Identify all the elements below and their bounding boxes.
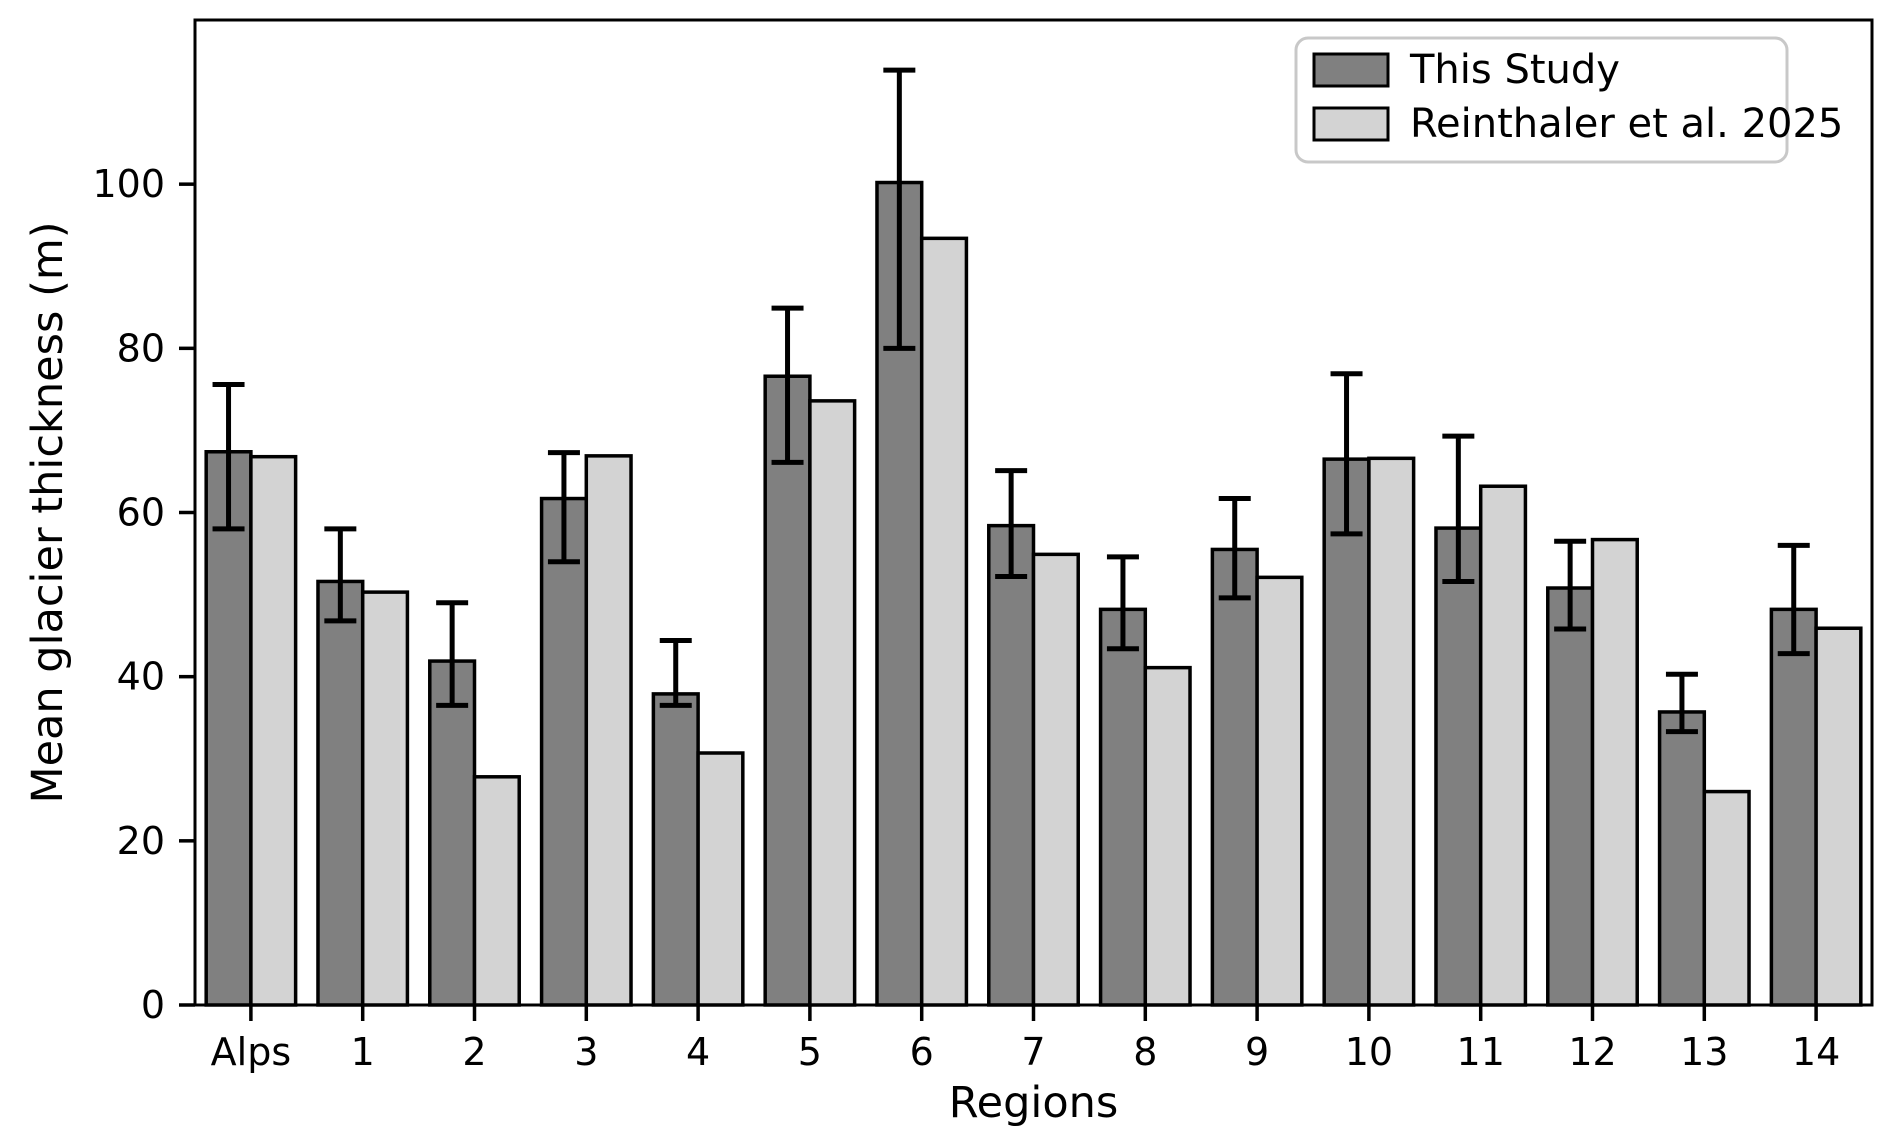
bar-reinthaler-5 xyxy=(808,399,857,1007)
y-tick-label-0: 0 xyxy=(141,983,165,1027)
error-bar-9 xyxy=(1218,496,1251,601)
bar-reinthaler-12 xyxy=(1590,537,1639,1007)
legend-swatch-this-study xyxy=(1312,52,1390,88)
bar-this-study-13 xyxy=(1657,710,1707,1007)
legend-label-this-study: This Study xyxy=(1409,47,1620,93)
bar-this-study-11 xyxy=(1434,526,1483,1007)
legend-label-reinthaler: Reinthaler et al. 2025 xyxy=(1410,101,1843,147)
bar-reinthaler-1 xyxy=(360,590,410,1007)
bar-this-study-14 xyxy=(1769,607,1818,1007)
bar-reinthaler-Alps xyxy=(249,454,298,1007)
bar-this-study-10 xyxy=(1322,457,1371,1007)
bar-reinthaler-8 xyxy=(1143,665,1192,1007)
legend: This Study Reinthaler et al. 2025 xyxy=(1294,36,1843,164)
error-bar-1 xyxy=(324,526,357,624)
error-bar-2 xyxy=(436,600,469,708)
x-tick-label-9: 9 xyxy=(1245,1030,1269,1074)
error-bar-4 xyxy=(659,638,692,708)
error-bar-6 xyxy=(883,67,916,351)
bar-reinthaler-14 xyxy=(1814,626,1863,1007)
x-tick-label-Alps: Alps xyxy=(211,1030,291,1074)
y-tick-label-60: 60 xyxy=(117,491,165,535)
y-tick-label-80: 80 xyxy=(117,326,165,370)
bar-reinthaler-9 xyxy=(1255,575,1304,1007)
x-tick-label-13: 13 xyxy=(1680,1030,1728,1074)
error-bar-8 xyxy=(1106,554,1139,652)
bar-this-study-2 xyxy=(428,659,477,1007)
x-tick-label-7: 7 xyxy=(1021,1030,1045,1074)
bar-this-study-12 xyxy=(1546,586,1595,1007)
x-axis-label: Regions xyxy=(949,1078,1119,1128)
error-bar-12 xyxy=(1554,538,1587,632)
bar-this-study-4 xyxy=(651,692,700,1007)
x-tick-label-1: 1 xyxy=(351,1030,375,1074)
x-tick-label-8: 8 xyxy=(1133,1030,1157,1074)
bar-reinthaler-4 xyxy=(696,751,745,1007)
bar-this-study-1 xyxy=(316,579,365,1007)
error-bar-3 xyxy=(547,450,580,565)
bar-this-study-Alps xyxy=(204,450,253,1007)
x-tick-label-12: 12 xyxy=(1568,1030,1616,1074)
x-tick-label-10: 10 xyxy=(1345,1030,1393,1074)
y-axis-label: Mean glacier thickness (m) xyxy=(23,221,73,803)
error-bar-14 xyxy=(1777,542,1810,657)
error-bar-11 xyxy=(1442,433,1475,584)
bar-reinthaler-3 xyxy=(584,454,633,1007)
x-tick-label-6: 6 xyxy=(910,1030,934,1074)
legend-box xyxy=(1294,36,1789,164)
bar-reinthaler-6 xyxy=(919,236,969,1007)
bar-this-study-3 xyxy=(539,496,589,1007)
y-tick-label-20: 20 xyxy=(117,819,165,863)
bar-this-study-8 xyxy=(1098,607,1148,1007)
y-tick-label-100: 100 xyxy=(92,162,165,206)
x-tick-label-3: 3 xyxy=(574,1030,598,1074)
bar-this-study-7 xyxy=(987,523,1036,1007)
error-bar-5 xyxy=(771,305,804,465)
bar-reinthaler-10 xyxy=(1367,456,1416,1007)
bar-this-study-5 xyxy=(763,374,812,1007)
x-tick-label-5: 5 xyxy=(798,1030,822,1074)
error-bar-10 xyxy=(1330,371,1363,537)
x-tick-label-4: 4 xyxy=(686,1030,710,1074)
x-tick-label-2: 2 xyxy=(462,1030,486,1074)
x-tick-label-11: 11 xyxy=(1457,1030,1505,1074)
bar-reinthaler-7 xyxy=(1031,552,1080,1007)
error-bar-Alps xyxy=(212,381,245,532)
bar-reinthaler-13 xyxy=(1702,789,1751,1007)
legend-swatch-reinthaler xyxy=(1312,106,1390,142)
bar-this-study-9 xyxy=(1210,547,1259,1007)
bar-reinthaler-2 xyxy=(472,775,521,1007)
error-bar-7 xyxy=(995,468,1028,580)
x-tick-label-14: 14 xyxy=(1792,1030,1840,1074)
y-tick-label-40: 40 xyxy=(117,655,165,699)
bar-reinthaler-11 xyxy=(1478,484,1528,1007)
error-bar-13 xyxy=(1665,671,1698,735)
